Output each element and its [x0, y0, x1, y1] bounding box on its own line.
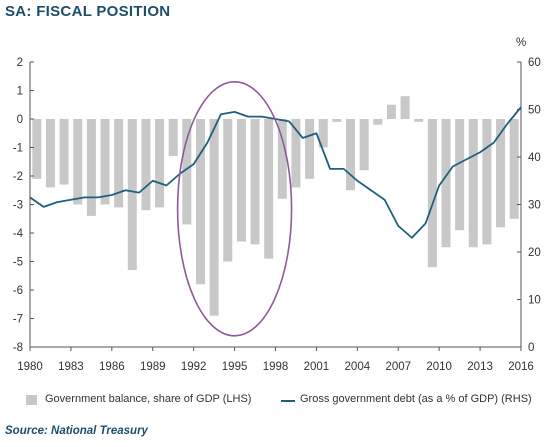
- balance-bar: [291, 119, 301, 188]
- balance-bar: [359, 119, 369, 171]
- balance-bar: [441, 119, 451, 248]
- balance-bar: [223, 119, 233, 262]
- right-axis-tick-label: 20: [528, 247, 541, 259]
- chart-title: SA: FISCAL POSITION: [5, 3, 171, 20]
- balance-bar: [318, 119, 328, 148]
- balance-bar: [236, 119, 246, 242]
- left-axis-tick-label: 1: [17, 86, 23, 98]
- left-axis-tick-label: -1: [13, 143, 23, 155]
- highlight-ellipse: [176, 80, 293, 337]
- x-axis-tick-label: 1995: [222, 361, 248, 373]
- legend-line-swatch: [281, 400, 295, 402]
- x-axis-tick-label: 1998: [263, 361, 289, 373]
- annotation: [176, 80, 293, 337]
- balance-bar: [182, 119, 192, 225]
- balance-bar: [141, 119, 151, 211]
- left-axis-tick-label: 2: [17, 57, 23, 69]
- left-axis-tick-label: -2: [13, 171, 23, 183]
- balance-bar: [332, 119, 342, 122]
- balance-bar: [496, 119, 506, 228]
- balance-bar: [264, 119, 274, 259]
- left-axis-tick-label: -7: [13, 314, 23, 326]
- balance-bar: [59, 119, 69, 185]
- balance-bar: [482, 119, 492, 245]
- balance-bar: [114, 119, 124, 208]
- x-axis-tick-label: 1980: [17, 361, 43, 373]
- legend: Government balance, share of GDP (LHS) G…: [0, 393, 550, 411]
- x-axis-tick-label: 2016: [508, 361, 534, 373]
- right-axis-tick-label: 30: [528, 200, 541, 212]
- balance-bar: [373, 119, 383, 125]
- balance-bar: [455, 119, 465, 231]
- source-note: Source: National Treasury: [5, 425, 148, 437]
- balance-bar: [509, 119, 519, 219]
- balance-bar: [468, 119, 478, 248]
- balance-bar: [32, 119, 42, 179]
- balance-bar: [168, 119, 178, 157]
- right-axis-tick-label: 50: [528, 105, 541, 117]
- left-axis-tick-label: -4: [13, 228, 24, 240]
- left-axis-tick-label: -3: [13, 200, 23, 212]
- right-axis-tick-label: 60: [528, 57, 541, 69]
- balance-bar: [86, 119, 96, 216]
- balance-bar: [305, 119, 315, 179]
- balance-bar: [155, 119, 165, 208]
- left-axis-tick-label: -5: [13, 257, 23, 269]
- x-axis-tick-label: 2013: [467, 361, 493, 373]
- x-axis-tick-label: 2007: [385, 361, 411, 373]
- right-axis-unit: %: [516, 37, 526, 49]
- x-axis-tick-label: 2001: [304, 361, 330, 373]
- left-axis-tick-label: 0: [17, 114, 23, 126]
- x-axis-tick-label: 2010: [426, 361, 452, 373]
- legend-bar-swatch: [26, 395, 37, 405]
- legend-line-label: Gross government debt (as a % of GDP) (R…: [300, 393, 532, 405]
- balance-bar: [277, 119, 287, 199]
- balance-bar: [400, 96, 410, 119]
- balance-bar: [100, 119, 110, 205]
- left-axis-tick-label: -6: [13, 285, 23, 297]
- balance-bar: [386, 104, 396, 119]
- bars-series: [32, 96, 519, 316]
- x-axis-tick-label: 1983: [58, 361, 84, 373]
- x-axis-tick-label: 1989: [140, 361, 166, 373]
- legend-bar-label: Government balance, share of GDP (LHS): [45, 393, 252, 405]
- balance-bar: [346, 119, 356, 191]
- balance-bar: [209, 119, 219, 316]
- balance-bar: [73, 119, 83, 205]
- left-axis-tick-label: -8: [13, 342, 23, 354]
- balance-bar: [127, 119, 137, 271]
- balance-bar: [250, 119, 260, 245]
- x-axis-tick-label: 1992: [181, 361, 207, 373]
- balance-bar: [414, 119, 424, 122]
- right-axis-tick-label: 10: [528, 295, 541, 307]
- right-axis-tick-label: 40: [528, 152, 541, 164]
- balance-bar: [45, 119, 55, 188]
- balance-bar: [195, 119, 205, 285]
- x-axis-tick-label: 2004: [345, 361, 371, 373]
- balance-bar: [427, 119, 437, 268]
- x-axis-tick-label: 1986: [99, 361, 125, 373]
- right-axis-tick-label: 0: [528, 342, 534, 354]
